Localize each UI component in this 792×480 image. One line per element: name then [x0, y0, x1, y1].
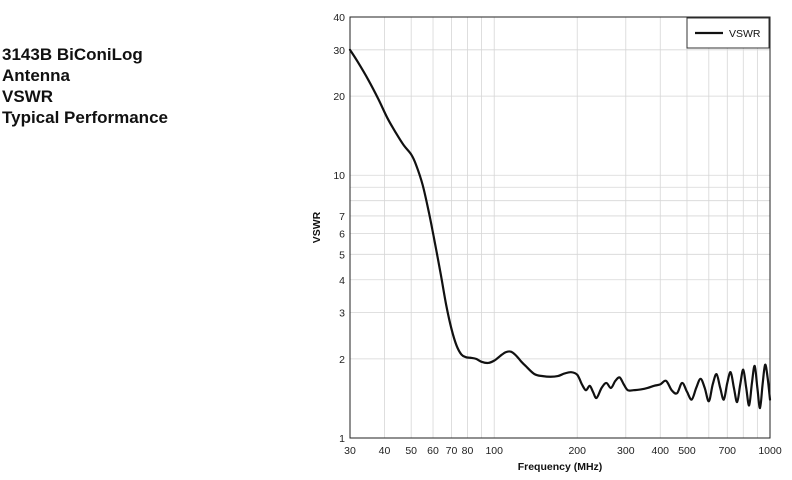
x-tick-label: 70: [446, 445, 458, 457]
y-tick-label: 2: [339, 354, 345, 366]
x-tick-label: 40: [379, 445, 391, 457]
x-tick-label: 30: [344, 445, 356, 457]
y-tick-label: 30: [333, 45, 345, 57]
series-line-vswr: [348, 48, 772, 410]
x-tick-label: 200: [568, 445, 586, 457]
y-tick-label: 7: [339, 211, 345, 223]
plot-frame: [349, 16, 771, 439]
side-title-line-2: Antenna: [2, 66, 70, 85]
x-tick-label: 500: [678, 445, 696, 457]
y-tick-label: 3: [339, 308, 345, 320]
y-tick-label: 6: [339, 229, 345, 241]
side-title-line-3: VSWR: [2, 87, 53, 106]
x-tick-label: 700: [719, 445, 737, 457]
y-tick-label: 4: [339, 275, 345, 287]
side-title-line-1: 3143B BiConiLog: [2, 45, 143, 64]
y-tick-label: 40: [333, 12, 345, 24]
y-axis-label: VSWR: [311, 211, 323, 243]
tick-layer: 30 40 50 60 70 80 100 200 300 400 500 700 1000 1 2 3 4 5 6…: [333, 12, 782, 457]
y-tick-label: 1: [339, 433, 345, 445]
x-tick-label: 400: [651, 445, 669, 457]
y-tick-label: 10: [333, 170, 345, 182]
x-axis-label: Frequency (MHz): [518, 461, 603, 473]
x-tick-label: 100: [485, 445, 503, 457]
x-tick-label: 50: [405, 445, 417, 457]
side-title-line-4: Typical Performance: [2, 108, 168, 127]
legend: VSWR: [686, 17, 770, 49]
x-tick-label: 80: [462, 445, 474, 457]
x-tick-label: 300: [617, 445, 635, 457]
legend-label: VSWR: [729, 28, 761, 40]
x-tick-label: 60: [427, 445, 439, 457]
y-tick-label: 20: [333, 91, 345, 103]
y-tick-label: 5: [339, 249, 345, 261]
side-title: 3143B BiConiLog Antenna VSWR Typical Per…: [2, 44, 232, 128]
x-tick-label: 1000: [758, 445, 782, 457]
